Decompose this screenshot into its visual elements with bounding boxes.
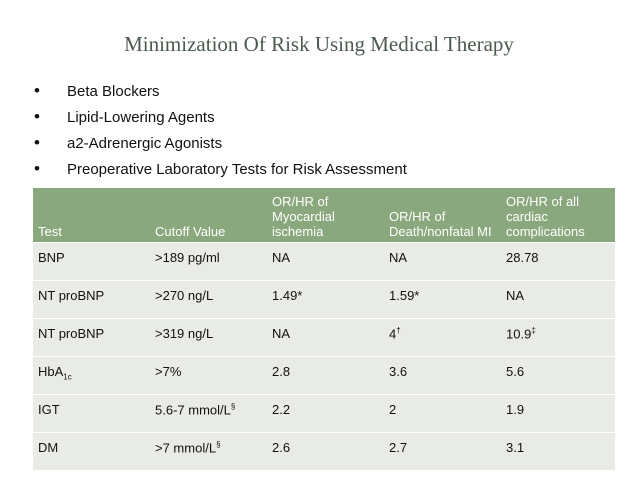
cell-text: HbA	[38, 364, 64, 379]
table-row: NT proBNP >319 ng/L NA 4† 10.9‡	[33, 318, 615, 357]
table-cell: 2.8	[267, 356, 384, 395]
bullet: Preoperative Laboratory Tests for Risk A…	[34, 158, 407, 184]
table-cell: NT proBNP	[33, 280, 150, 319]
header-row: Test Cutoff Value OR/HR of Myocardial isch…	[33, 188, 615, 243]
table-row: HbA1c >7% 2.8 3.6 5.6	[33, 356, 615, 395]
header-cell: OR/HR of Death/nonfatal MI	[384, 188, 501, 243]
table-cell: >270 ng/L	[150, 280, 267, 319]
cell-superscript: §	[216, 440, 221, 449]
bullet-list: Beta BlockersLipid-Lowering Agentsa2-Adr…	[34, 80, 407, 184]
table-cell: NA	[384, 242, 501, 281]
table-cell: 3.1	[501, 432, 615, 470]
table-cell: BNP	[33, 242, 150, 281]
cell-superscript: ‡	[531, 326, 536, 335]
cell-text: 4	[389, 326, 397, 342]
table-cell: >7 mmol/L§	[150, 432, 267, 470]
table-cell: IGT	[33, 394, 150, 433]
slide-title: Minimization Of Risk Using Medical Thera…	[124, 32, 514, 56]
table-cell: 3.6	[384, 356, 501, 395]
bullet: Beta Blockers	[34, 80, 407, 106]
table-cell: 10.9‡	[501, 318, 615, 357]
table-cell: 1.49*	[267, 280, 384, 319]
table-cell: 1.9	[501, 394, 615, 433]
header-cell: OR/HR of all cardiac complications	[501, 188, 615, 243]
table-cell: HbA1c	[33, 356, 150, 395]
table-cell: 4†	[384, 318, 501, 357]
cell-text: >7 mmol/L	[155, 440, 217, 456]
header-cell: Cutoff Value	[150, 188, 267, 243]
table-row: DM >7 mmol/L§ 2.6 2.7 3.1	[33, 432, 615, 470]
table-cell: NA	[267, 242, 384, 281]
table-cell: 1.59*	[384, 280, 501, 319]
table-cell: NA	[501, 280, 615, 319]
table-cell: 5.6	[501, 356, 615, 395]
table-cell: 28.78	[501, 242, 615, 281]
bullet: a2-Adrenergic Agonists	[34, 132, 407, 158]
table-cell: NT proBNP	[33, 318, 150, 357]
table-cell: 2.7	[384, 432, 501, 470]
data-table: Test Cutoff Value OR/HR of Myocardial isch…	[33, 188, 615, 470]
table-cell: >319 ng/L	[150, 318, 267, 357]
cell-subscript: 1c	[63, 372, 72, 382]
table-cell: 2.6	[267, 432, 384, 470]
table-row: NT proBNP >270 ng/L 1.49* 1.59* NA	[33, 280, 615, 319]
table-cell: DM	[33, 432, 150, 470]
cell-text: 5.6-7 mmol/L	[155, 402, 231, 418]
table-cell: NA	[267, 318, 384, 357]
table-cell: 5.6-7 mmol/L§	[150, 394, 267, 433]
bullet: Lipid-Lowering Agents	[34, 106, 407, 132]
table-cell: >7%	[150, 356, 267, 395]
header-cell: OR/HR of Myocardial ischemia	[267, 188, 384, 243]
table-row: IGT 5.6-7 mmol/L§ 2.2 2 1.9	[33, 394, 615, 433]
table-cell: >189 pg/ml	[150, 242, 267, 281]
table-cell: 2.2	[267, 394, 384, 433]
cell-superscript: †	[396, 326, 401, 335]
table-row: BNP >189 pg/ml NA NA 28.78	[33, 242, 615, 281]
cell-superscript: §	[230, 402, 236, 411]
header-cell: Test	[33, 188, 150, 243]
cell-text: 10.9	[506, 326, 532, 342]
table-cell: 2	[384, 394, 501, 433]
